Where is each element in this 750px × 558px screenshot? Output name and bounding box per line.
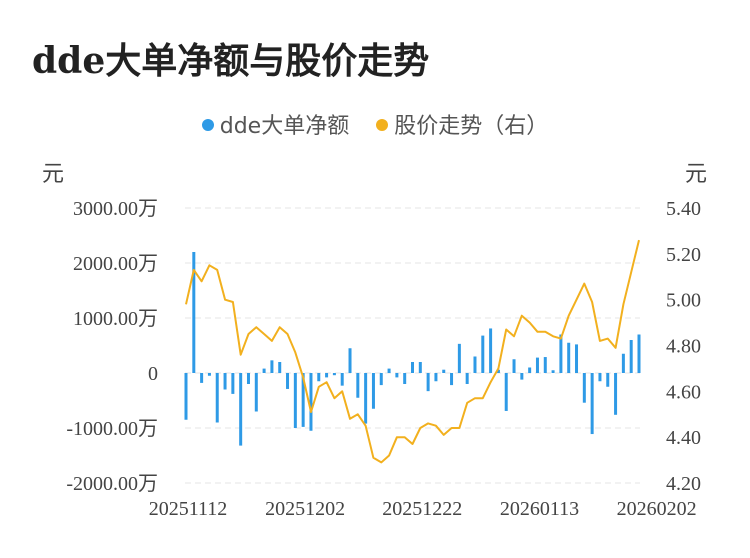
dde-bar — [231, 373, 235, 394]
dde-bar — [278, 362, 282, 373]
dde-bar — [434, 373, 438, 382]
dde-bar — [450, 373, 454, 386]
dde-bar — [457, 343, 461, 373]
dde-bar — [207, 373, 211, 376]
legend-item-price[interactable]: 股价走势（右） — [376, 108, 548, 140]
dde-bar — [325, 373, 329, 378]
dde-bar — [286, 373, 290, 389]
right-tick-label: 4.60 — [666, 381, 701, 403]
legend-dot-price — [376, 119, 389, 131]
left-tick-label: 3000.00万 — [73, 198, 158, 220]
dde-bar — [262, 368, 266, 373]
dde-bar — [332, 373, 336, 376]
dde-bar — [356, 373, 360, 398]
left-tick-label: -2000.00万 — [66, 473, 158, 495]
dde-bar — [489, 328, 493, 373]
x-tick-label: 20251222 — [382, 498, 462, 520]
dde-bar — [598, 373, 602, 382]
dde-bar — [411, 362, 414, 373]
left-tick-label: 1000.00万 — [73, 308, 158, 330]
dde-bar — [270, 360, 274, 373]
dde-bar — [465, 373, 469, 384]
dde-bar — [504, 373, 508, 411]
dde-bar — [215, 373, 219, 423]
dde-bar — [246, 373, 250, 384]
dde-bar — [512, 359, 516, 373]
dde-bar — [371, 373, 375, 409]
dde-bar — [559, 334, 563, 373]
dde-bar — [551, 370, 555, 373]
dde-bar — [418, 362, 422, 373]
dde-bar — [629, 340, 633, 373]
chart-legend: dde大单净额 股价走势（右） — [0, 108, 750, 140]
dde-bar — [364, 373, 368, 424]
dde-bar — [496, 369, 500, 373]
dde-bar — [637, 334, 641, 373]
dde-bar — [340, 373, 344, 386]
x-tick-label: 20251202 — [265, 498, 345, 520]
price-line — [185, 239, 640, 464]
x-tick-label: 20260202 — [617, 498, 697, 520]
legend-label-dde: dde大单净额 — [219, 114, 350, 139]
x-tick-label: 20260113 — [500, 498, 579, 520]
dde-bar — [567, 342, 571, 373]
right-tick-label: 5.00 — [666, 290, 701, 312]
dde-bar — [606, 373, 610, 387]
dde-bar — [473, 356, 477, 373]
dde-bar — [293, 373, 297, 428]
dde-bar — [520, 373, 524, 380]
legend-label-price: 股价走势（右） — [394, 114, 549, 139]
dde-bar — [239, 373, 243, 446]
legend-item-dde[interactable]: dde大单净额 — [201, 108, 350, 140]
left-axis-unit: 元 — [42, 162, 65, 187]
dde-bar — [575, 344, 579, 373]
dde-bar — [254, 373, 258, 412]
dde-bar — [348, 348, 352, 373]
right-axis-unit: 元 — [685, 162, 708, 187]
dde-bar — [403, 373, 407, 384]
right-tick-label: 4.80 — [666, 336, 701, 358]
dde-bar — [192, 252, 196, 373]
left-tick-label: 0 — [148, 363, 158, 385]
dde-bar — [223, 373, 227, 390]
page-title: dde大单净额与股价走势 — [32, 40, 430, 82]
dde-bar — [535, 357, 539, 373]
dde-bar — [543, 357, 547, 373]
dde-bar — [184, 373, 188, 420]
dde-bar — [614, 373, 618, 415]
dde-bar — [426, 373, 430, 392]
dde-bar — [301, 373, 305, 427]
right-tick-label: 5.20 — [666, 244, 701, 266]
dde-bar — [590, 373, 594, 435]
legend-dot-dde — [201, 119, 214, 131]
right-tick-label: 4.20 — [666, 473, 701, 495]
right-tick-label: 5.40 — [666, 198, 701, 220]
dde-bar — [200, 373, 204, 383]
dde-bar — [317, 373, 321, 382]
dde-bar — [442, 369, 446, 373]
dde-bar — [582, 373, 586, 403]
dde-bar — [379, 373, 383, 386]
dde-bar — [387, 368, 391, 373]
dde-bar — [621, 353, 625, 373]
right-tick-label: 4.40 — [666, 427, 701, 449]
left-tick-label: 2000.00万 — [73, 253, 158, 275]
dde-bar — [309, 373, 313, 431]
dde-bar — [481, 335, 485, 373]
x-tick-label: 20251112 — [149, 498, 228, 520]
dde-bar — [528, 367, 532, 373]
dde-bar — [395, 373, 399, 378]
left-tick-label: -1000.00万 — [66, 418, 158, 440]
